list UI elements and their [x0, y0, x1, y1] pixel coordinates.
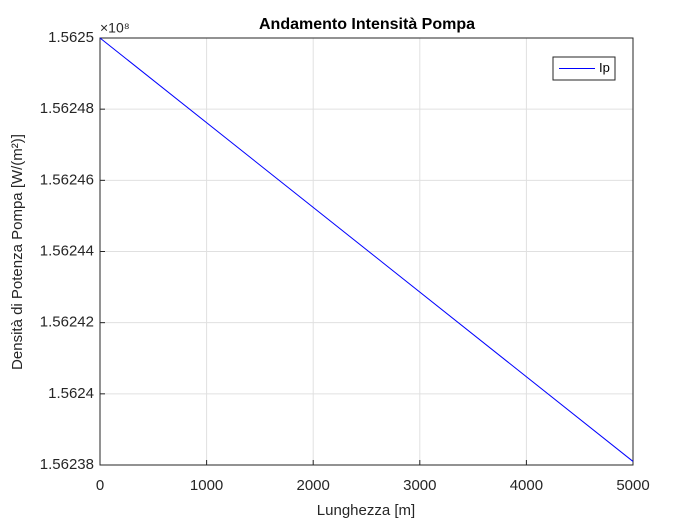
x-tick-label: 1000	[190, 477, 223, 494]
y-tick-label: 1.5625	[48, 29, 94, 46]
chart-title: Andamento Intensità Pompa	[259, 16, 475, 33]
y-tick-label: 1.56244	[40, 242, 94, 259]
x-tick-label: 2000	[297, 477, 330, 494]
x-tick-label: 5000	[616, 477, 649, 494]
y-axis-label: Densità di Potenza Pompa [W/(m²)]	[9, 134, 26, 370]
y-tick-label: 1.56248	[40, 100, 94, 117]
y-multiplier: ×10⁸	[100, 20, 130, 36]
legend-label: Ip	[599, 60, 610, 75]
data-line	[99, 37, 634, 462]
x-axis-label: Lunghezza [m]	[317, 502, 415, 519]
y-tick-label: 1.56238	[40, 456, 94, 473]
y-tick-label: 1.56246	[40, 171, 94, 188]
y-tick-label: 1.56242	[40, 314, 94, 331]
axes-box	[99, 37, 634, 466]
x-tick-label: 4000	[510, 477, 543, 494]
x-tick-label: 3000	[403, 477, 436, 494]
y-tick-label: 1.5624	[48, 385, 94, 402]
x-tick-label: 0	[96, 477, 104, 494]
